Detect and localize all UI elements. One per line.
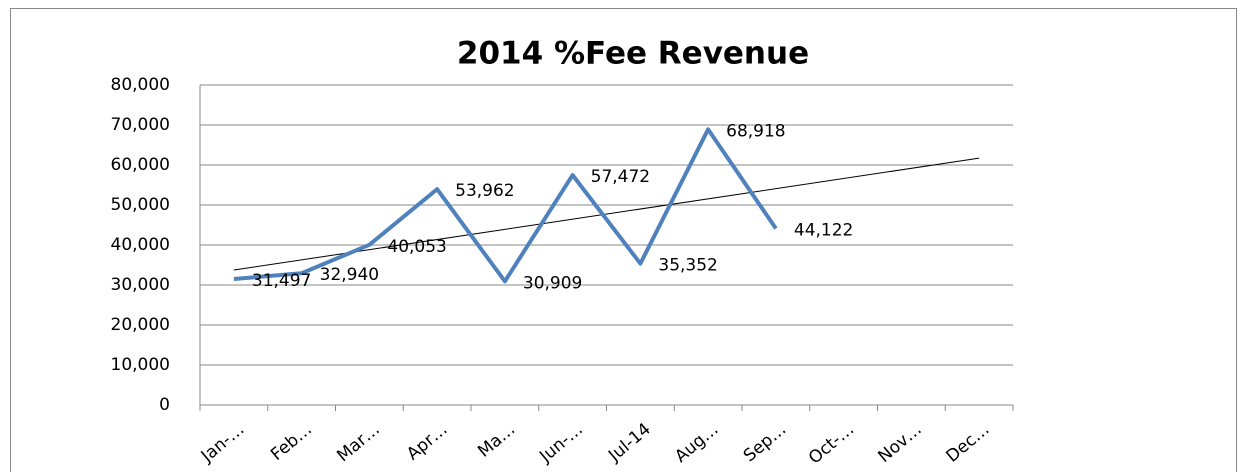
y-tick-label: 60,000 <box>111 155 170 175</box>
data-label: 68,918 <box>726 121 785 141</box>
y-tick-label: 20,000 <box>111 315 170 335</box>
y-tick-label: 10,000 <box>111 355 170 375</box>
y-tick-label: 80,000 <box>111 75 170 95</box>
y-tick-label: 50,000 <box>111 195 170 215</box>
data-line <box>233 127 778 284</box>
data-label: 30,909 <box>523 273 582 293</box>
data-label: 44,122 <box>794 221 853 241</box>
data-label: 57,472 <box>591 167 650 187</box>
data-label: 53,962 <box>455 181 514 201</box>
y-tick-label: 40,000 <box>111 235 170 255</box>
y-tick-label: 70,000 <box>111 115 170 135</box>
data-label: 31,497 <box>252 271 311 291</box>
data-label: 32,940 <box>320 265 379 285</box>
data-label: 40,053 <box>387 237 446 257</box>
data-label: 35,352 <box>658 256 717 276</box>
y-tick-label: 30,000 <box>111 275 170 295</box>
y-tick-label: 0 <box>159 395 170 415</box>
chart-title: 2014 %Fee Revenue <box>457 36 809 72</box>
